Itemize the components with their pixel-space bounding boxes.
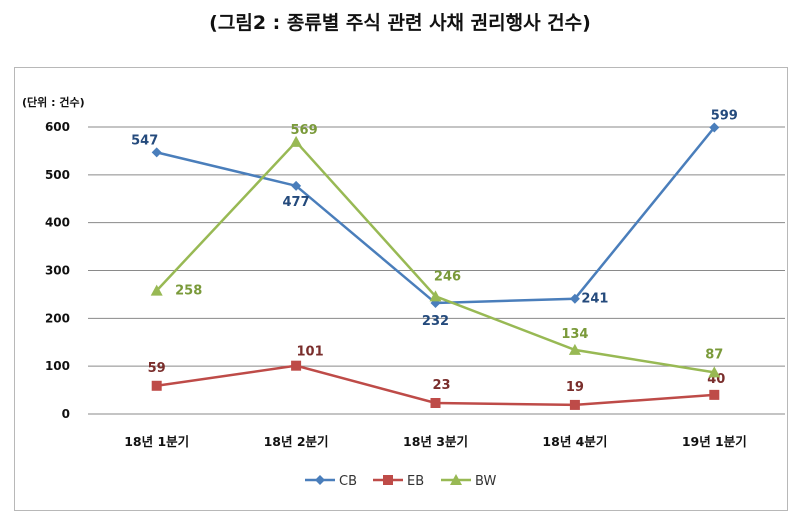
unit-label: (단위 : 건수) <box>22 95 85 109</box>
data-label: 547 <box>131 133 158 148</box>
cb-marker <box>315 475 325 485</box>
eb-marker <box>383 475 393 485</box>
bw-marker <box>708 366 721 378</box>
cb-marker <box>291 180 302 191</box>
y-tick-label: 300 <box>45 264 70 278</box>
data-label: 59 <box>148 361 166 376</box>
chart-frame <box>14 67 788 511</box>
x-tick-label: 18년 3분기 <box>403 434 468 449</box>
data-label: 241 <box>581 292 608 307</box>
bw-marker <box>568 343 581 355</box>
cb-marker <box>151 147 162 158</box>
cb-marker <box>709 122 720 133</box>
data-label: 599 <box>711 108 738 123</box>
bw-marker <box>429 290 442 302</box>
x-tick-label: 18년 1분기 <box>124 434 189 449</box>
bw-line <box>155 139 715 374</box>
data-label: 569 <box>291 123 318 138</box>
x-tick-label: 19년 1분기 <box>682 434 747 449</box>
y-tick-label: 500 <box>45 168 70 182</box>
y-tick-label: 100 <box>45 359 70 373</box>
eb-marker <box>291 360 302 371</box>
data-label: 23 <box>432 378 450 393</box>
data-label: 134 <box>561 327 588 342</box>
bw-marker <box>150 284 163 296</box>
legend-label: BW <box>475 474 496 489</box>
legend-label: CB <box>339 474 357 489</box>
bw-marker <box>450 474 462 485</box>
data-label: 477 <box>283 195 310 210</box>
chart-title: (그림2 : 종류별 주식 관련 사채 권리행사 건수) <box>209 12 591 34</box>
bw-marker <box>290 135 303 147</box>
y-tick-label: 600 <box>45 120 70 134</box>
eb-marker <box>151 380 162 391</box>
x-tick-label: 18년 2분기 <box>264 434 329 449</box>
cb-marker <box>569 293 580 304</box>
y-tick-label: 200 <box>45 311 70 325</box>
eb-marker <box>709 389 720 400</box>
data-label: 87 <box>705 347 723 362</box>
data-label: 246 <box>434 269 461 284</box>
x-tick-label: 18년 4분기 <box>542 434 607 449</box>
data-label: 19 <box>566 380 584 395</box>
y-tick-label: 400 <box>45 216 70 230</box>
legend-label: EB <box>407 474 424 489</box>
data-label: 232 <box>422 314 449 329</box>
eb-marker <box>430 397 441 408</box>
data-label: 258 <box>175 284 202 299</box>
y-tick-label: 0 <box>62 407 70 421</box>
data-label: 101 <box>297 345 324 360</box>
eb-marker <box>569 399 580 410</box>
